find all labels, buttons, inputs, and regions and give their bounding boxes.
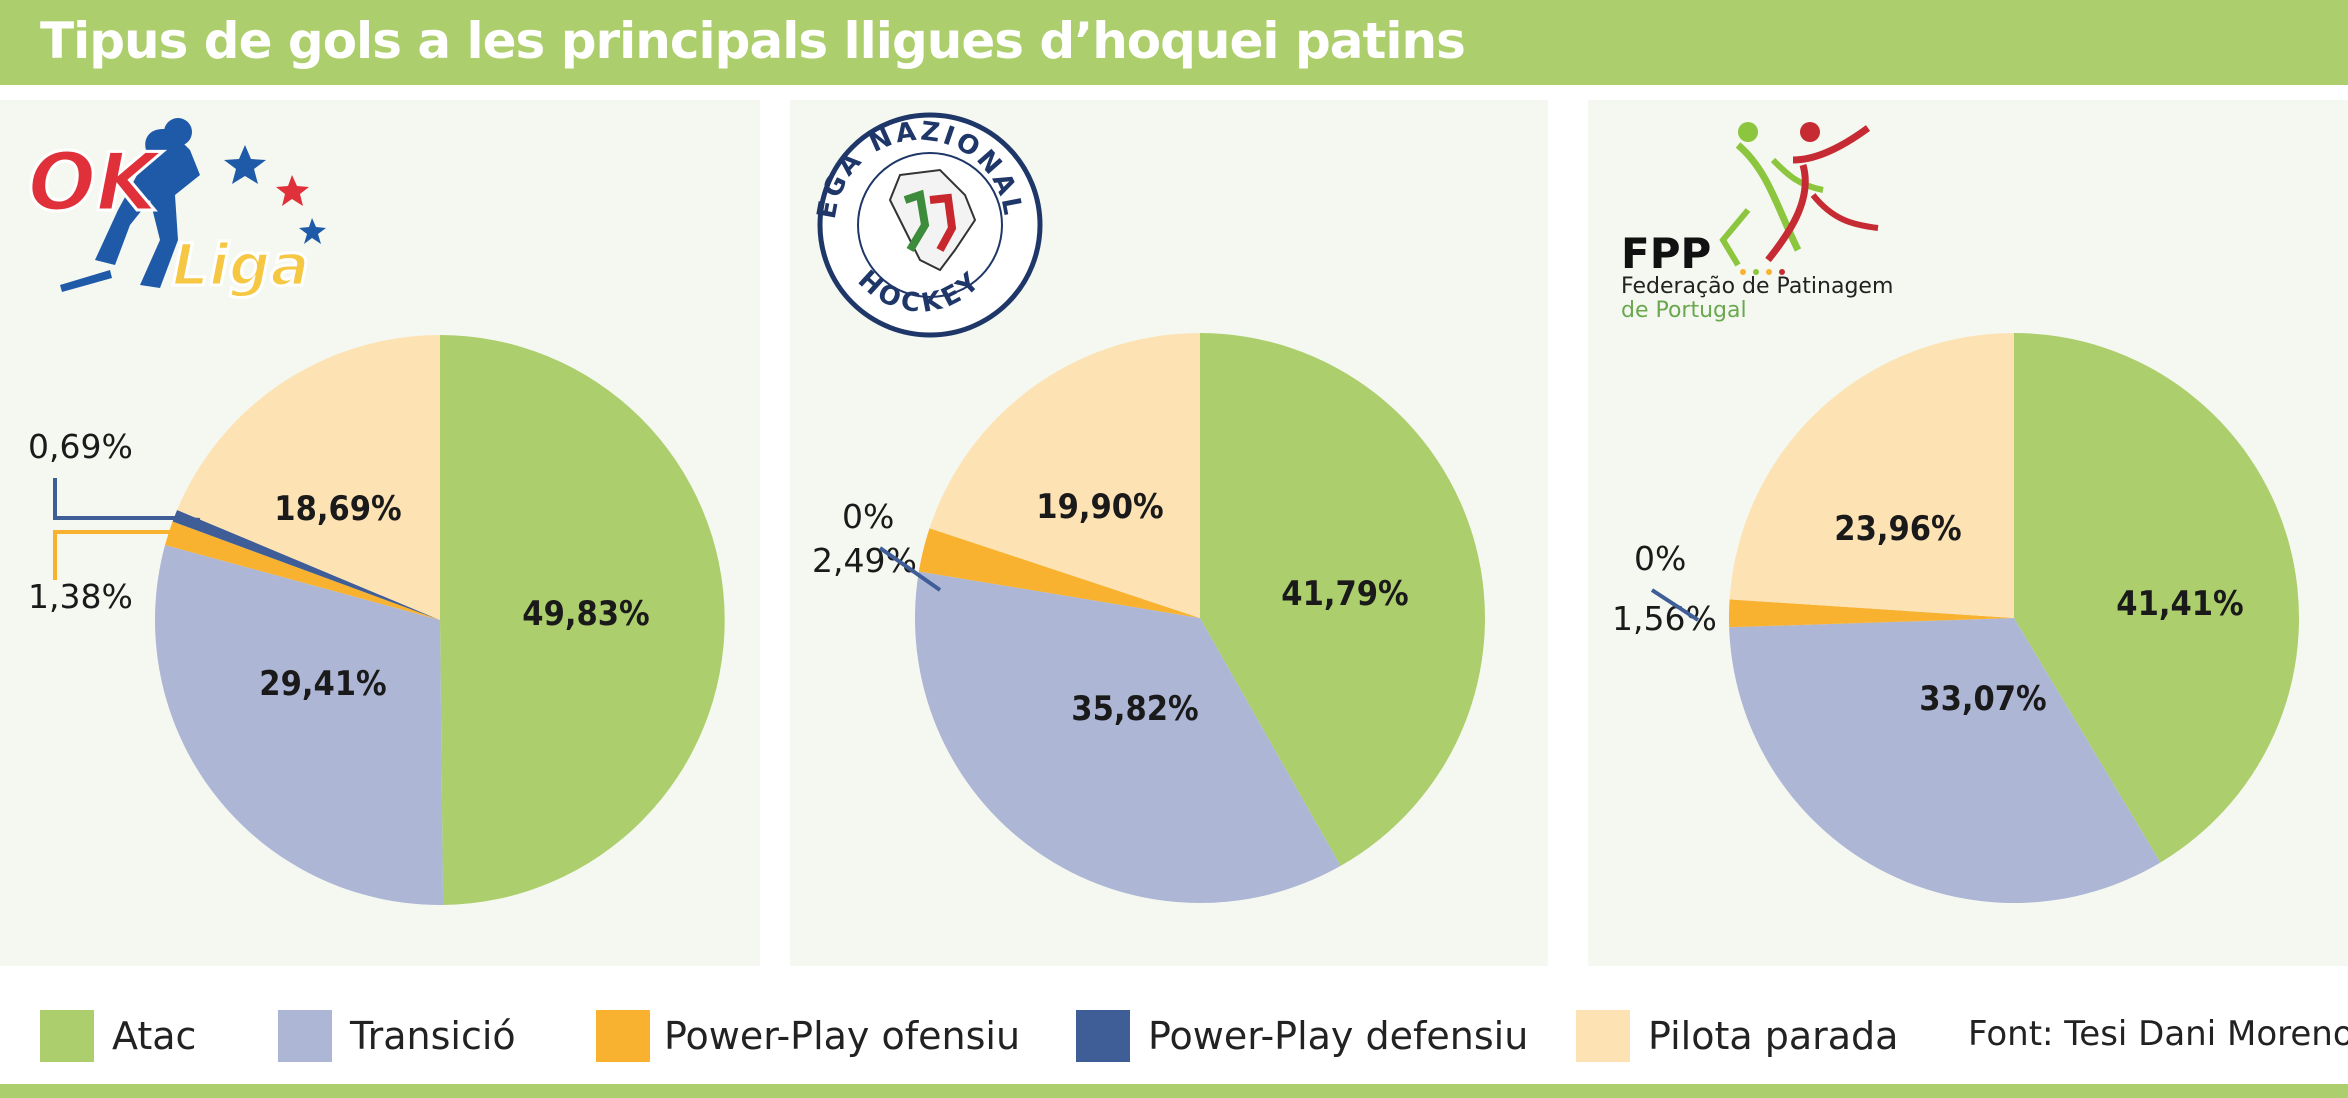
- fpp-logo: FPP Federação de Patinagem de Portugal: [1621, 122, 1893, 323]
- pie-slice: [929, 333, 1200, 618]
- pie-slice: [1200, 333, 1485, 866]
- pie-slice: [1728, 599, 2014, 628]
- legend-swatch: [278, 1010, 332, 1062]
- okliga-logo-text2: Liga: [172, 231, 310, 299]
- slice-data-label: 41,41%: [2116, 584, 2243, 624]
- pie-slice: [1729, 618, 2161, 904]
- pie-slice: [1729, 333, 2014, 618]
- pie-slice: [2014, 333, 2300, 863]
- bottom-bar: [0, 1084, 2348, 1098]
- leader-line: [53, 478, 201, 522]
- slice-data-label: 1,38%: [28, 577, 133, 616]
- legend-swatch: [1576, 1010, 1630, 1062]
- pie-chart-fpp: FPP Federação de Patinagem de Portugal 4…: [1612, 122, 2300, 904]
- legend-label: Pilota parada: [1648, 1014, 1899, 1058]
- fpp-logo-abbr: FPP: [1621, 229, 1711, 278]
- slice-data-label: 29,41%: [259, 664, 386, 704]
- pie-chart-lega: LEGA NAZIONALE HOCKEY 41,79%35,82%2,49%0…: [790, 100, 1485, 903]
- slice-data-label: 41,79%: [1281, 574, 1408, 614]
- legend-swatch: [596, 1010, 650, 1062]
- legend-label: Atac: [112, 1014, 197, 1058]
- chart-title: Tipus de gols a les principals lligues d…: [40, 12, 1466, 70]
- fpp-logo-line2: de Portugal: [1621, 298, 1747, 323]
- legend-swatch: [1076, 1010, 1130, 1062]
- slice-data-label: 23,96%: [1834, 509, 1961, 549]
- slice-data-label: 0%: [842, 497, 894, 536]
- slice-data-label: 19,90%: [1036, 487, 1163, 527]
- slice-data-label: 0%: [1634, 539, 1686, 578]
- slice-data-label: 33,07%: [1919, 679, 2046, 719]
- slice-data-label: 0,69%: [28, 427, 133, 466]
- panel-fpp: FPP Federação de Patinagem de Portugal 4…: [1588, 100, 2348, 966]
- okliga-logo-text: OK: [28, 136, 163, 229]
- title-bar: Tipus de gols a les principals lligues d…: [0, 0, 2348, 85]
- slice-data-label: 49,83%: [522, 594, 649, 634]
- legend-label: Power-Play ofensiu: [664, 1014, 1021, 1058]
- pie-slice: [918, 528, 1200, 618]
- panel-lega: LEGA NAZIONALE HOCKEY 41,79%35,82%2,49%0…: [790, 100, 1548, 966]
- leader-line: [1650, 588, 1700, 622]
- slice-data-label: 35,82%: [1071, 689, 1198, 729]
- pie-slice: [165, 521, 441, 620]
- panel-okliga: OK Liga 49,83% 29,41% 1,38% 0,69% 18,69%: [0, 100, 760, 966]
- pie-slice: [154, 544, 444, 905]
- okliga-logo: OK Liga: [27, 118, 326, 301]
- pie-slice: [914, 571, 1341, 903]
- legend-label: Power-Play defensiu: [1148, 1014, 1529, 1058]
- fpp-logo-line1: Federação de Patinagem: [1621, 274, 1893, 299]
- lega-logo: LEGA NAZIONALE HOCKEY: [790, 100, 1043, 338]
- leader-line: [878, 546, 942, 592]
- legend-label: Transició: [350, 1014, 516, 1058]
- slice-data-label: 18,69%: [274, 489, 401, 529]
- slice-data-label: 1,56%: [1612, 599, 1717, 638]
- pie-chart-okliga: OK Liga 49,83% 29,41% 1,38% 0,69% 18,69%: [27, 118, 725, 905]
- pie-slice: [177, 335, 441, 620]
- legend-swatch: [40, 1010, 94, 1062]
- source-note: Font: Tesi Dani Moreno: [1968, 1014, 2348, 1054]
- pie-slice: [440, 335, 725, 905]
- pie-slice: [172, 509, 440, 620]
- leader-line: [53, 530, 170, 580]
